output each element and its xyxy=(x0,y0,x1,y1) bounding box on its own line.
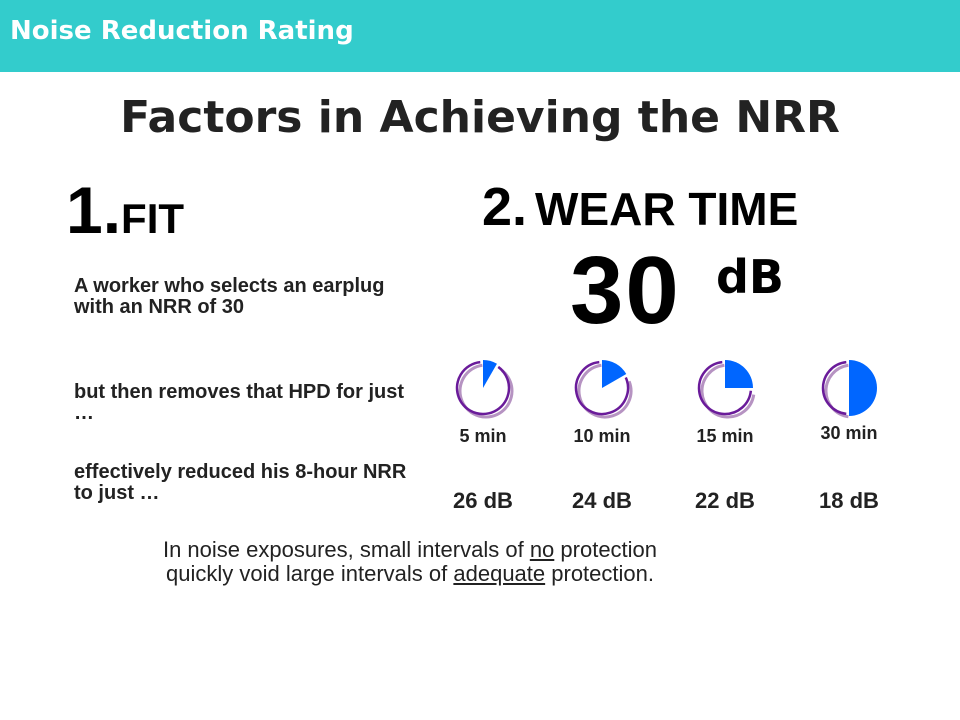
footer-text-3: quickly void large intervals of xyxy=(166,561,454,586)
gauge-db-label: 26 dB xyxy=(453,488,513,513)
gauge-ring-shadow xyxy=(824,363,849,419)
gauge-minutes-label: 30 min xyxy=(820,423,878,443)
gauge-ring-shadow xyxy=(458,363,514,419)
footer-line-2: quickly void large intervals of adequate… xyxy=(90,562,730,586)
footer-line-1: In noise exposures, small intervals of n… xyxy=(90,538,730,562)
gauge-wedge xyxy=(849,360,877,416)
paragraph-reduced: effectively reduced his 8-hour NRR to ju… xyxy=(74,461,407,504)
footer-text-4: protection. xyxy=(545,561,654,586)
slide-title: Factors in Achieving the NRR xyxy=(120,92,840,143)
gauge-ring xyxy=(697,360,753,416)
gauge-db-label: 24 dB xyxy=(572,488,632,513)
fit-heading: 1.FIT xyxy=(66,172,184,248)
gauge-ring xyxy=(574,360,630,416)
gauge-minutes-label: 10 min xyxy=(573,426,631,446)
paragraph-selects: A worker who selects an earplug with an … xyxy=(74,275,385,318)
gauge-ring xyxy=(821,360,847,416)
header-bar xyxy=(0,0,960,72)
nrr-value: 30 xyxy=(570,237,681,344)
gauge-ring-shadow xyxy=(577,363,633,419)
nrr-unit: dB xyxy=(716,250,784,304)
fit-label: FIT xyxy=(121,195,185,242)
gauge-ring xyxy=(455,360,511,416)
gauge-db-label: 22 dB xyxy=(695,488,755,513)
footer-note: In noise exposures, small intervals of n… xyxy=(90,538,730,586)
gauge-minutes-label: 15 min xyxy=(696,426,754,446)
footer-adequate: adequate xyxy=(453,561,546,586)
footer-no: no xyxy=(529,537,555,562)
gauge-db-label: 18 dB xyxy=(819,488,879,513)
header-title: Noise Reduction Rating xyxy=(10,16,354,46)
wear-time-gauges xyxy=(455,360,877,419)
wear-time-label: WEAR TIME xyxy=(535,183,799,235)
gauge-minutes-label: 5 min xyxy=(459,426,507,446)
gauge-wedge xyxy=(602,360,627,388)
footer-text-1: In noise exposures, small intervals of xyxy=(162,537,530,562)
wear-time-heading: 2. WEAR TIME xyxy=(482,176,798,238)
wear-time-number: 2. xyxy=(482,177,528,237)
paragraph-removes: but then removes that HPD for just … xyxy=(74,381,405,424)
footer-text-2: protection xyxy=(554,537,658,562)
fit-number: 1. xyxy=(66,173,122,247)
gauge-wedge xyxy=(725,360,753,388)
gauge-wedge xyxy=(483,360,497,388)
